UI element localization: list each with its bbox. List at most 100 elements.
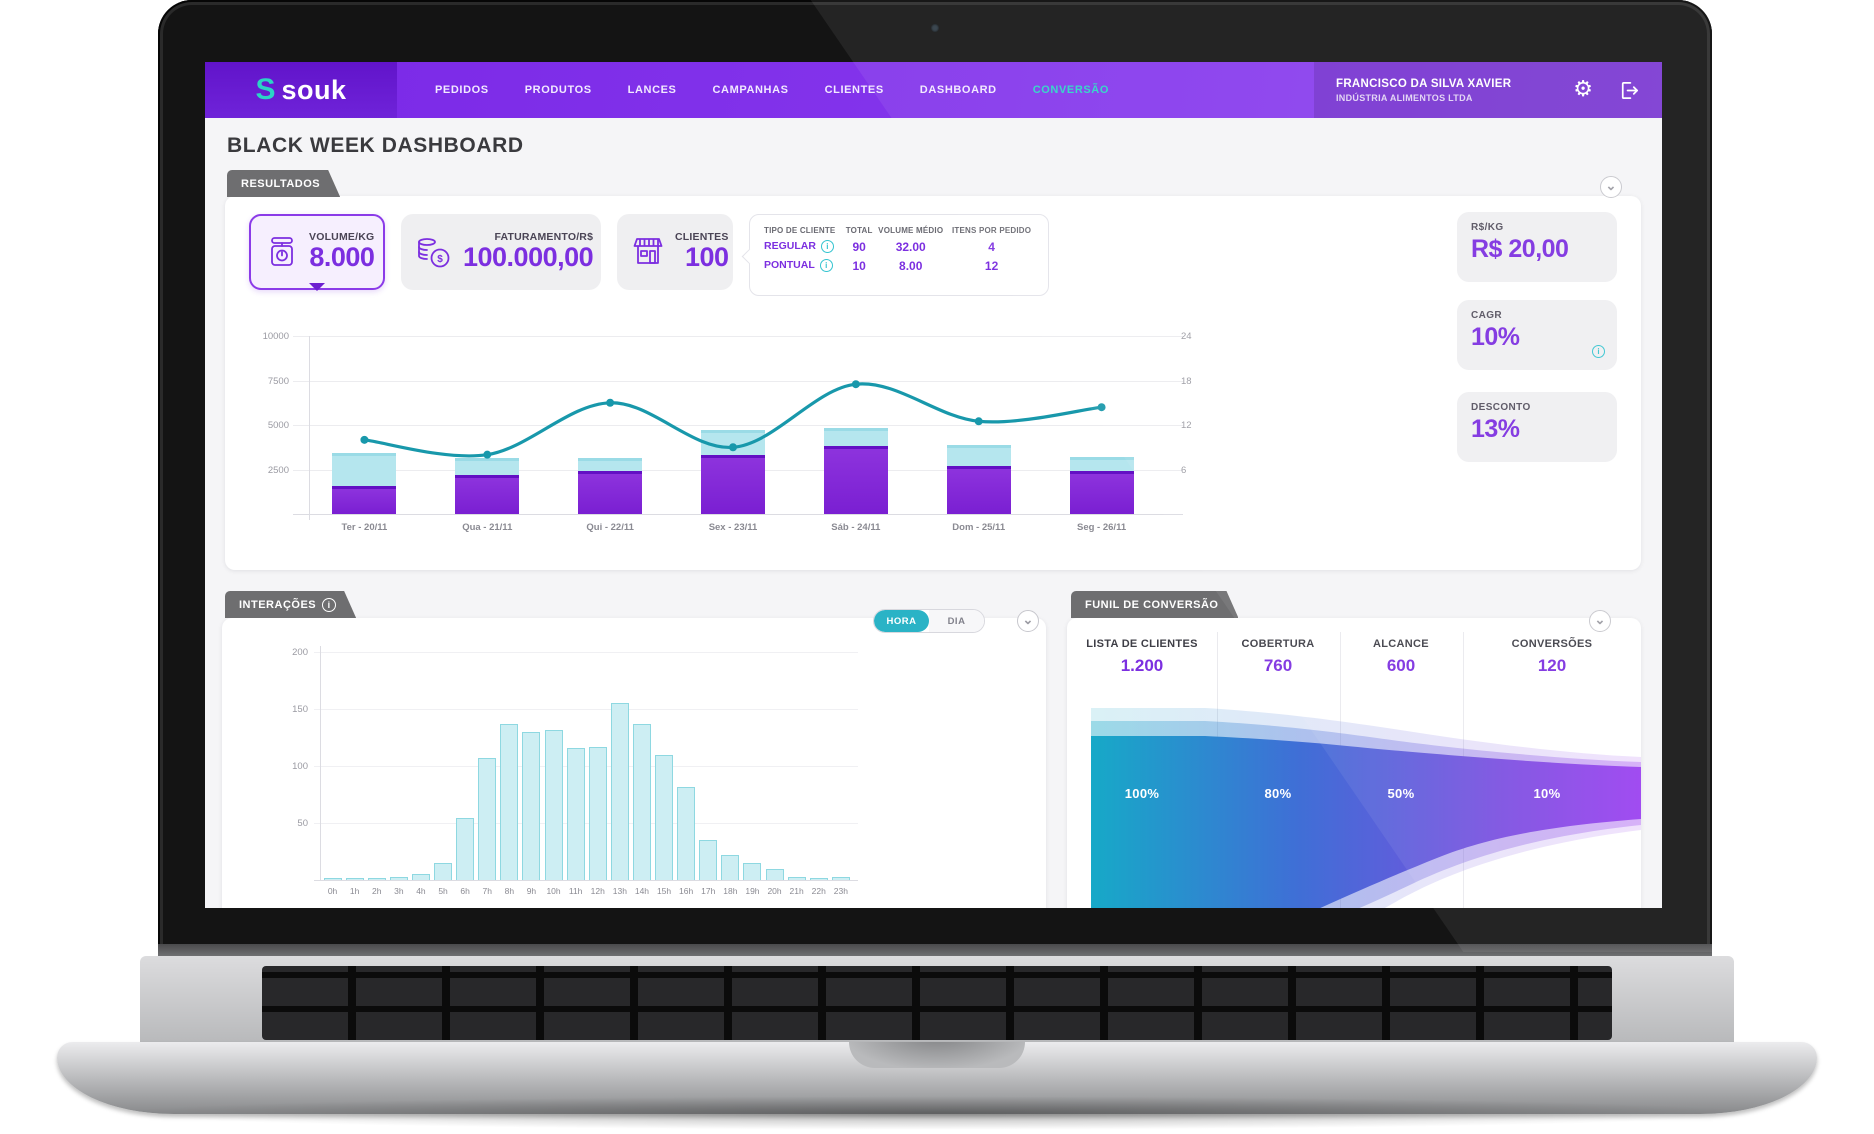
user-company: INDÚSTRIA ALIMENTOS LTDA (1336, 92, 1473, 103)
histogram-bar[interactable] (522, 731, 541, 880)
histogram-bar[interactable] (588, 746, 607, 880)
histogram-bar[interactable] (655, 754, 674, 880)
tab-resultados[interactable]: RESULTADOS (227, 170, 340, 197)
kpi-clientes[interactable]: CLIENTES 100 (617, 214, 733, 290)
dashboard-screen: S souk PEDIDOS PRODUTOS LANCES CAMPANHAS… (205, 62, 1662, 908)
x-axis-category: 17h (701, 886, 716, 896)
toggle-dia[interactable]: DIA (929, 610, 984, 632)
bar-segment-cyan[interactable] (701, 430, 765, 456)
histogram-bar[interactable] (632, 723, 651, 880)
histogram-bar[interactable] (323, 877, 342, 880)
histogram-bar[interactable] (345, 877, 364, 880)
tab-resultados-label: RESULTADOS (241, 177, 321, 190)
pontual-itens: 12 (984, 258, 999, 273)
histogram-bar[interactable] (610, 703, 629, 880)
collapse-interacoes-button[interactable]: ⌄ (1017, 610, 1039, 632)
histogram-bar[interactable] (389, 876, 408, 880)
y-axis-tick: 2500 (267, 464, 289, 476)
histogram-bar[interactable] (721, 854, 740, 880)
bar-segment-purple[interactable] (823, 446, 888, 514)
nav-item-pedidos[interactable]: PEDIDOS (435, 84, 489, 96)
collapse-funil-button[interactable]: ⌄ (1589, 610, 1611, 632)
rskg-value: R$ 20,00 (1471, 235, 1569, 263)
histogram-bar[interactable] (544, 729, 563, 880)
histogram-bar[interactable] (367, 877, 386, 880)
histogram-bar[interactable] (787, 876, 806, 880)
y-axis-tick: 7500 (267, 375, 289, 387)
laptop-keyboard (262, 966, 1612, 1040)
histogram-bar[interactable] (677, 786, 696, 880)
bar-segment-cyan[interactable] (946, 444, 1011, 466)
funnel-stage-value: 600 (1386, 656, 1416, 675)
info-icon[interactable]: i (819, 258, 833, 272)
nav-item-campanhas[interactable]: CAMPANHAS (712, 84, 789, 96)
row-regular-label: REGULAR i (764, 237, 844, 255)
nav-item-clientes[interactable]: CLIENTES (824, 84, 884, 96)
kpi-faturamento[interactable]: $ FATURAMENTO/R$ 100.000,00 (401, 214, 601, 290)
histogram-bar[interactable] (500, 723, 519, 880)
toggle-hora[interactable]: HORA (874, 610, 929, 632)
regular-total: 90 (852, 239, 866, 254)
tab-funil-label: FUNIL DE CONVERSÃO (1085, 598, 1219, 611)
histogram-bar[interactable] (456, 818, 475, 880)
regular-volume-medio: 32.00 (895, 239, 926, 254)
x-axis-category: 6h (460, 886, 470, 896)
bar-segment-cyan[interactable] (455, 457, 520, 475)
x-axis-category: 0h (327, 886, 338, 896)
desconto-value: 13% (1471, 415, 1520, 443)
kpi-faturamento-label: FATURAMENTO/R$ (494, 231, 594, 244)
funnel-pct: 10% (1533, 786, 1561, 801)
bar-segment-cyan[interactable] (578, 457, 643, 472)
funnel-pct: 50% (1387, 786, 1415, 801)
x-axis-category: Sex - 23/11 (708, 522, 758, 533)
histogram-bar[interactable] (411, 874, 430, 880)
nav-item-produtos[interactable]: PRODUTOS (524, 84, 592, 96)
kpi-faturamento-value: 100.000,00 (463, 242, 594, 273)
kpi-volume-label: VOLUME/KG (309, 231, 375, 244)
interacoes-card: 50 100 150 200 0h 1h 2h 3h 4h 5h 6h 7h 8h 9h 10h 11h 12h… (222, 618, 1046, 908)
bar-segment-cyan[interactable] (1069, 457, 1134, 472)
info-icon[interactable]: i (322, 598, 336, 612)
tab-interacoes-label: INTERAÇÕES (239, 598, 317, 611)
info-icon[interactable]: i (820, 239, 834, 253)
gear-icon[interactable]: ⚙ (1573, 77, 1593, 102)
bar-segment-purple[interactable] (946, 465, 1011, 514)
cagr-label: CAGR (1471, 310, 1503, 321)
nav-item-dashboard[interactable]: DASHBOARD (919, 84, 997, 96)
x-axis-category: 11h (568, 886, 583, 896)
grid-line (314, 709, 859, 710)
bar-segment-purple[interactable] (701, 455, 765, 514)
x-axis-category: 16h (679, 886, 694, 896)
bar-segment-purple[interactable] (332, 485, 397, 514)
collapse-resultados-button[interactable]: ⌄ (1600, 176, 1622, 198)
nav-item-lances[interactable]: LANCES (627, 84, 677, 96)
bar-segment-purple[interactable] (455, 474, 520, 514)
bar-segment-cyan[interactable] (332, 452, 397, 486)
histogram-bar[interactable] (434, 862, 453, 880)
bar-segment-cyan[interactable] (823, 427, 888, 447)
y-axis-tick: 50 (297, 818, 308, 829)
nav-item-conversao[interactable]: CONVERSÃO (1032, 84, 1110, 96)
info-icon[interactable]: i (1592, 345, 1605, 358)
histogram-bar[interactable] (743, 862, 762, 880)
x-axis-category: 23h (833, 886, 848, 896)
histogram-bar[interactable] (765, 868, 784, 880)
tab-funil[interactable]: FUNIL DE CONVERSÃO (1071, 591, 1238, 618)
hora-dia-toggle[interactable]: HORA DIA (873, 609, 985, 633)
funnel-stage-label: ALCANCE (1373, 638, 1429, 650)
histogram-bar[interactable] (566, 747, 585, 880)
x-axis-category: 9h (526, 886, 537, 896)
bar-segment-purple[interactable] (578, 471, 643, 514)
user-panel: FRANCISCO DA SILVA XAVIER INDÚSTRIA ALIM… (1314, 62, 1662, 118)
histogram-bar[interactable] (831, 876, 850, 880)
logo[interactable]: S souk (205, 62, 397, 118)
kpi-volume-kg[interactable]: VOLUME/KG 8.000 (249, 214, 385, 291)
histogram-bar[interactable] (478, 758, 497, 880)
tab-interacoes[interactable]: INTERAÇÕES i (225, 591, 356, 618)
histogram-bar[interactable] (699, 840, 718, 880)
col-tipo-de-cliente: TIPO DE CLIENTE (764, 226, 836, 235)
logout-icon[interactable] (1617, 79, 1640, 102)
bar-segment-purple[interactable] (1069, 471, 1134, 514)
histogram-bar[interactable] (809, 877, 828, 880)
